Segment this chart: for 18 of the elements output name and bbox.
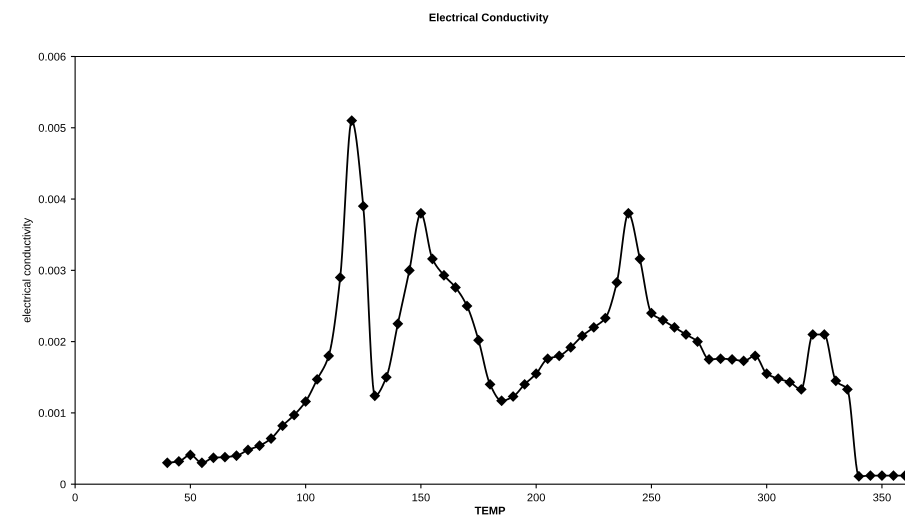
- x-tick-label: 250: [642, 493, 660, 502]
- y-tick-label: 0.006: [38, 52, 66, 61]
- x-tick-label: 200: [527, 493, 545, 502]
- y-tick-label: 0.001: [38, 409, 66, 418]
- y-tick-label: 0.004: [38, 195, 66, 204]
- y-tick-label: 0.005: [38, 124, 66, 132]
- x-tick-label: 350: [873, 493, 891, 502]
- y-tick-label: 0.003: [38, 266, 66, 274]
- y-tick-label: 0.002: [38, 338, 66, 346]
- x-axis-title: TEMP: [474, 506, 506, 514]
- x-tick-label: 0: [72, 493, 78, 502]
- x-tick-label: 100: [297, 493, 314, 502]
- x-tick-label: 50: [184, 493, 196, 502]
- y-axis-title: electrical conductivity: [22, 218, 33, 322]
- x-tick-label: 300: [758, 493, 776, 502]
- x-tick-label: 150: [412, 493, 430, 502]
- y-tick-label: 0: [60, 480, 66, 488]
- chart-title: Electrical Conductivity: [430, 13, 549, 24]
